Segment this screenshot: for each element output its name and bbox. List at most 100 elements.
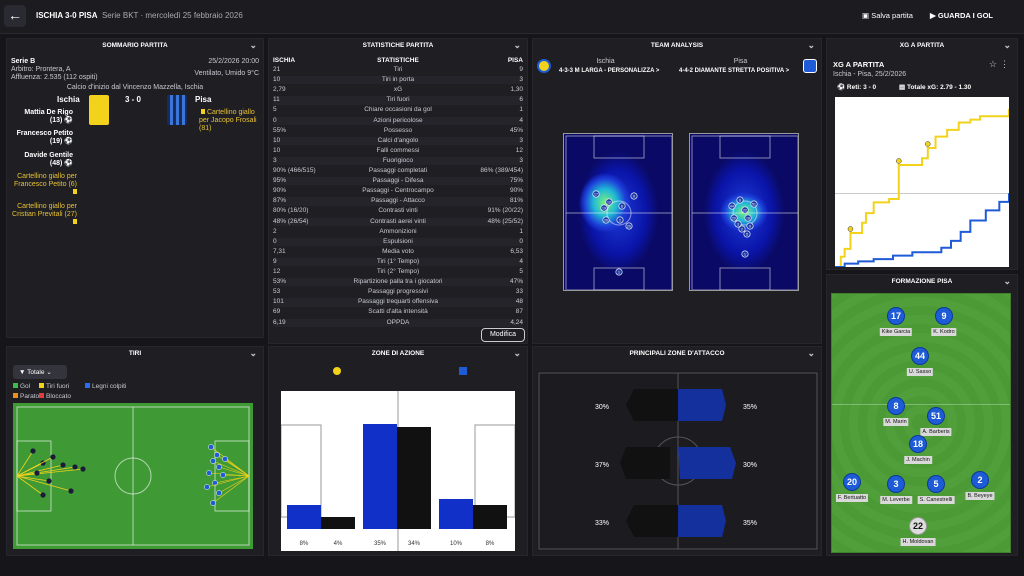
away-attack-pct: 30% <box>743 462 757 469</box>
shots-legend-item[interactable]: Gol <box>13 383 30 390</box>
player-marker <box>730 214 738 222</box>
home-heatmap: 17 10 19 8 9 26 2 1 20 <box>563 133 673 291</box>
stat-cell: Espulsioni <box>383 237 413 245</box>
shots-legend-item[interactable]: Tiri fuori <box>39 383 69 390</box>
player-name[interactable]: B. Beyeye <box>965 492 995 500</box>
shot-line <box>16 468 84 477</box>
shot-line <box>16 475 72 492</box>
player-shirt[interactable]: 9 <box>935 307 953 325</box>
stat-cell: 2,79 <box>273 86 286 94</box>
back-button[interactable]: ← <box>4 5 26 27</box>
stat-cell: 53 <box>273 288 281 296</box>
player-shirt[interactable]: 22 <box>909 517 927 535</box>
stat-row: 11 Tiri fuori 6 <box>273 96 523 105</box>
watch-goals-button[interactable]: ▶ GUARDA I GOL <box>930 11 994 20</box>
player-marker <box>736 196 744 204</box>
penalty-box <box>719 267 771 290</box>
shots-filter-select[interactable]: ▼ Totale ⌄ <box>13 365 67 379</box>
ball-icon: ⚽ <box>64 138 73 145</box>
shots-legend-item[interactable]: Parato <box>13 393 39 400</box>
stat-row: 0 Azioni pericolose 4 <box>273 116 523 125</box>
player-name[interactable]: K. Kodro <box>931 328 957 336</box>
shot-line <box>16 475 44 496</box>
shot-marker <box>204 484 210 490</box>
stat-cell: Passaggi - Centrocampo <box>362 187 434 195</box>
formation-panel: FORMAZIONE PISA ⌄ 17 Kike Garcia 9 K. Kodro 4… <box>826 274 1018 556</box>
player-name[interactable]: U. Sasso <box>906 368 934 376</box>
player-name[interactable]: H. Moldovan <box>900 538 936 546</box>
zone-bar-label: 8% <box>486 541 495 547</box>
player-shirt[interactable]: 5 <box>927 475 945 493</box>
stat-cell: Falli commessi <box>376 146 420 154</box>
edit-button[interactable]: Modifica <box>481 328 525 342</box>
stat-cell: 4,24 <box>510 318 523 326</box>
center-circle <box>606 200 632 226</box>
stat-cell: 91% (20/22) <box>487 207 523 215</box>
player-name[interactable]: Kike Garcia <box>879 328 913 336</box>
player-shirt[interactable]: 20 <box>843 473 861 491</box>
stat-row: 80% (16/20) Contrasti vinti 91% (20/22) <box>273 207 523 215</box>
shots-legend-item[interactable]: Legni colpiti <box>85 383 126 390</box>
xg-chart <box>835 97 1009 267</box>
player-shirt[interactable]: 51 <box>927 407 945 425</box>
stat-row: 90% Passaggi - Centrocampo 90% <box>273 187 523 195</box>
shot-line <box>16 464 64 477</box>
legend-label: Gol <box>20 383 31 390</box>
home-event: Cartellino giallo per Francesco Petito (… <box>11 173 77 197</box>
player-number: 19 <box>602 207 606 211</box>
shots-legend-item[interactable]: Bloccato <box>39 393 71 400</box>
save-match-button[interactable]: ▣ Salva partita <box>862 11 913 20</box>
save-icon: ▣ <box>862 11 870 20</box>
chevron-down-icon[interactable]: ⌄ <box>1003 276 1011 286</box>
away-formation-link[interactable]: 4-4-2 DIAMANTE STRETTA POSITIVA > <box>679 68 790 74</box>
stat-row: 3 Fuorigioco 3 <box>273 156 523 166</box>
player-shirt[interactable]: 2 <box>971 471 989 489</box>
player-shirt[interactable]: 44 <box>911 347 929 365</box>
player-name[interactable]: A. Barberis <box>920 428 952 436</box>
shot-line <box>16 456 54 477</box>
player-name[interactable]: J. Machin <box>904 456 932 464</box>
player-name[interactable]: F. Bertuatto <box>835 494 869 502</box>
chevron-down-icon[interactable]: ⌄ <box>513 348 521 358</box>
stat-cell: Contrasti vinti <box>378 207 418 215</box>
chevron-down-icon[interactable]: ⌄ <box>513 40 521 50</box>
shot-line <box>212 475 250 504</box>
shot-line <box>214 475 250 484</box>
shots-pitch <box>13 403 253 549</box>
stat-row: 5 Chiare occasioni da gol 1 <box>273 106 523 114</box>
xg-plot-area <box>835 97 1009 267</box>
player-shirt[interactable]: 3 <box>887 475 905 493</box>
shot-marker <box>214 452 220 458</box>
more-icon[interactable]: ⋮ <box>1000 59 1009 69</box>
player-name[interactable]: M. Leverbe <box>880 496 912 504</box>
away-event: Cartellino giallo per Jacopo Frosali (81… <box>199 109 257 132</box>
player-shirt[interactable]: 8 <box>887 397 905 415</box>
chevron-down-icon[interactable]: ⌄ <box>807 40 815 50</box>
xg-total: ▤ Totale xG: 2.79 - 1.30 <box>899 84 972 91</box>
player-shirt[interactable]: 17 <box>887 307 905 325</box>
xg-goals: ⚽ Reti: 3 - 0 <box>837 84 877 91</box>
player-marker <box>592 190 600 198</box>
stat-cell: 3 <box>519 76 523 84</box>
chevron-down-icon[interactable]: ⌄ <box>1003 40 1011 50</box>
chevron-down-icon[interactable]: ⌄ <box>249 40 257 50</box>
home-formation-link[interactable]: 4-3-3 M LARGA - PERSONALIZZA > <box>559 68 660 74</box>
xg-panel: XG A PARTITA ⌄ XG A PARTITA ☆ ⋮ Ischia - … <box>826 38 1018 270</box>
stat-row: 12 Tiri (2° Tempo) 5 <box>273 268 523 276</box>
player-name[interactable]: S. Canestrelli <box>917 496 955 504</box>
star-icon[interactable]: ☆ <box>988 59 997 69</box>
shot-marker <box>220 472 226 478</box>
player-shirt[interactable]: 18 <box>909 435 927 453</box>
legend-label: Legni colpiti <box>92 383 127 390</box>
chevron-down-icon[interactable]: ⌄ <box>807 348 815 358</box>
player-marker <box>743 230 751 238</box>
player-name[interactable]: M. Marin <box>883 418 909 426</box>
chevron-down-icon[interactable]: ⌄ <box>249 348 257 358</box>
player-number: 9 <box>633 195 635 199</box>
stat-cell: 69 <box>273 308 281 316</box>
legend-swatch-icon <box>13 393 18 398</box>
stat-row: 53% Ripartizione palla tra i giocatori 47% <box>273 278 523 287</box>
stat-row: 21 Tiri 9 <box>273 66 523 74</box>
pisa-crest-icon <box>803 59 817 73</box>
player-number: 2 <box>619 219 621 223</box>
